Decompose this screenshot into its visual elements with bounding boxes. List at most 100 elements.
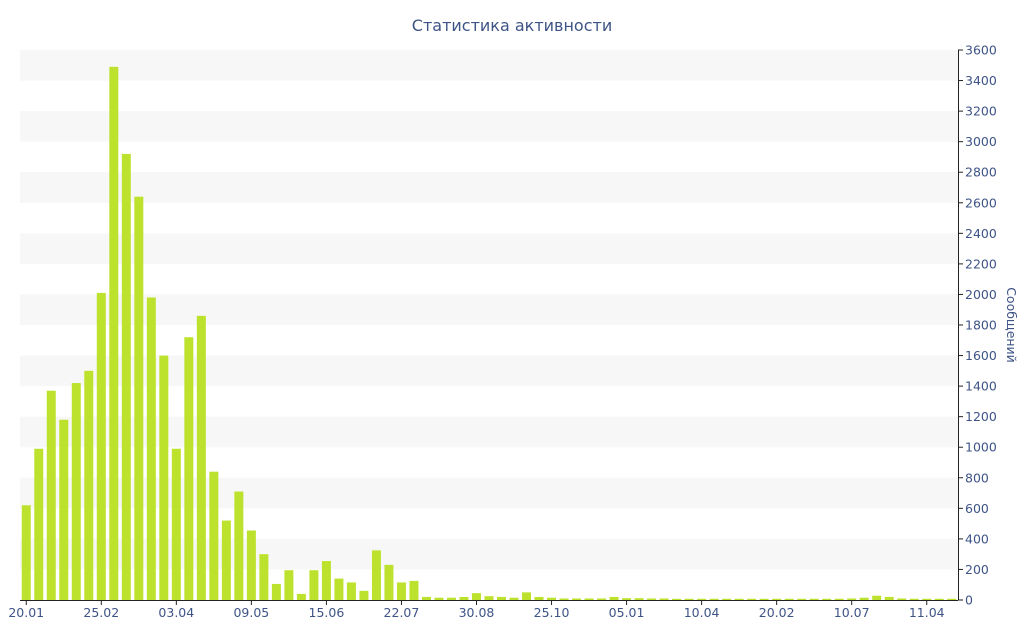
grid-band: [20, 233, 958, 264]
bar: [134, 196, 144, 601]
bar: [196, 315, 206, 600]
y-tick-label: 400: [965, 531, 989, 546]
bar: [296, 593, 306, 600]
bar: [46, 390, 56, 600]
y-tick-label: 1600: [965, 348, 997, 363]
y-tick-label: 2400: [965, 226, 997, 241]
bar: [834, 598, 844, 600]
bar: [171, 448, 181, 600]
bar: [784, 598, 794, 600]
y-tick-label: 1000: [965, 440, 997, 455]
y-tick-label: 3600: [965, 43, 997, 58]
y-tick-label: 2000: [965, 287, 997, 302]
bar: [96, 292, 106, 600]
y-tick-label: 600: [965, 501, 989, 516]
bar: [909, 598, 919, 600]
bar: [221, 520, 231, 600]
bar: [484, 596, 494, 600]
bar: [697, 598, 707, 600]
bar: [84, 370, 94, 600]
grid-band: [20, 294, 958, 325]
bar: [497, 596, 506, 600]
bar: [371, 550, 381, 600]
grid-band: [20, 50, 958, 81]
bar: [446, 597, 456, 600]
bar: [471, 593, 481, 601]
x-tick-label: 20.02: [759, 605, 795, 620]
bar: [672, 598, 682, 600]
bar: [121, 153, 131, 600]
y-tick-label: 2600: [965, 195, 997, 210]
grid-band: [20, 355, 958, 387]
bar: [622, 598, 632, 600]
bar: [922, 598, 932, 600]
bar: [647, 598, 657, 600]
y-tick-label: 3000: [965, 134, 997, 149]
bar: [509, 597, 519, 600]
x-tick-label: 05.01: [609, 605, 645, 620]
x-tick-label: 15.06: [309, 605, 345, 620]
bar: [346, 582, 356, 600]
bar: [559, 598, 569, 600]
bar: [897, 598, 907, 600]
grid-band: [20, 111, 958, 142]
chart-title: Статистика активности: [412, 16, 612, 35]
bar: [434, 597, 444, 600]
bar: [659, 598, 669, 600]
bar: [71, 383, 81, 600]
y-tick-label: 0: [965, 593, 973, 608]
bar: [234, 491, 244, 600]
bar: [722, 598, 732, 600]
bar: [159, 355, 169, 600]
bar: [634, 598, 644, 600]
bar: [459, 596, 469, 600]
bar: [934, 598, 944, 600]
grid-band: [20, 416, 958, 448]
x-tick-labels: 20.01 25.02 03.04 09.05 15.06 22.07 30.08 25.10…: [8, 600, 945, 620]
bar: [884, 596, 894, 600]
x-tick-label: 10.04: [684, 605, 720, 620]
bar: [334, 578, 344, 600]
x-tick-label: 22.07: [384, 605, 420, 620]
bar: [584, 598, 594, 600]
bar: [572, 598, 582, 600]
x-tick-label: 25.10: [534, 605, 570, 620]
x-tick-label: 11.04: [909, 605, 945, 620]
bar: [259, 554, 269, 600]
x-tick-label: 09.05: [233, 605, 269, 620]
y-tick-label: 200: [965, 562, 989, 577]
bar: [146, 297, 156, 600]
y-tick-label: 1400: [965, 379, 997, 394]
y-axis-label: Сообщений: [1004, 287, 1019, 363]
x-tick-label: 10.07: [834, 605, 870, 620]
bar: [797, 598, 807, 600]
x-tick-label: 03.04: [158, 605, 194, 620]
bar: [859, 597, 869, 600]
bar: [109, 66, 119, 600]
y-tick-label: 2200: [965, 256, 997, 271]
y-tick-label: 800: [965, 470, 989, 485]
bar: [522, 592, 532, 600]
x-tick-label: 20.01: [8, 605, 44, 620]
bar: [772, 598, 782, 600]
bar: [547, 597, 557, 600]
bar: [597, 598, 607, 600]
bar: [684, 598, 694, 600]
y-tick-label: 1800: [965, 318, 997, 333]
bar: [184, 337, 194, 600]
bar: [59, 419, 69, 600]
x-tick-label: 25.02: [83, 605, 119, 620]
bar: [847, 598, 857, 600]
bar: [609, 596, 619, 600]
bar: [284, 570, 294, 600]
bar: [534, 596, 544, 600]
bars-group: [21, 66, 957, 601]
bar: [409, 580, 419, 600]
bar: [822, 598, 832, 600]
bar: [809, 598, 819, 600]
bar: [872, 595, 882, 600]
grid-band: [20, 172, 958, 203]
bar: [759, 598, 769, 600]
